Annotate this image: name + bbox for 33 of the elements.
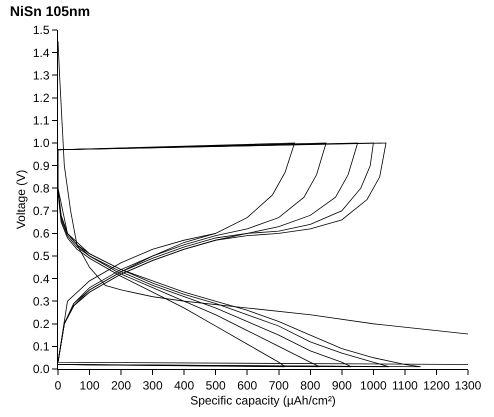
y-tick-label: 0.6 [32, 226, 50, 241]
x-tick-label: 300 [142, 378, 163, 392]
x-tick-label: 500 [206, 378, 226, 392]
x-tick-label: 1000 [360, 378, 388, 392]
y-tick-label: 0.5 [32, 249, 50, 264]
y-tick-label: 0.4 [32, 272, 50, 286]
chart-title: NiSn 105nm [10, 3, 90, 20]
y-tick-label: 1.5 [32, 23, 50, 38]
x-tick-label: 200 [111, 378, 132, 392]
y-tick-label: 0.2 [32, 317, 50, 331]
x-tick-label: 900 [332, 378, 352, 392]
x-tick-label: 600 [237, 378, 258, 392]
y-tick-label: 0.0 [32, 362, 50, 376]
y-tick-label: 0.9 [32, 158, 50, 173]
x-tick-label: 800 [300, 378, 321, 392]
x-tick-label: 1100 [392, 378, 418, 392]
y-tick-label: 1.3 [32, 68, 50, 82]
y-tick-label: 1.0 [32, 136, 50, 150]
x-tick-label: 1200 [423, 378, 450, 392]
x-tick-label: 100 [80, 378, 100, 392]
x-tick-label: 400 [174, 378, 194, 392]
y-tick-label: 0.3 [32, 294, 50, 308]
y-tick-label: 1.4 [32, 46, 50, 60]
y-tick-label: 0.8 [32, 181, 50, 196]
x-tick-label: 700 [268, 378, 290, 392]
x-tick-label: 0 [54, 378, 62, 392]
y-tick-label: 1.1 [32, 114, 50, 128]
y-tick-label: 1.2 [32, 91, 50, 105]
y-tick-label: 0.1 [32, 340, 50, 354]
y-tick-label: 0.7 [32, 204, 50, 218]
x-axis-title: Specific capacity (µAh/cm²) [190, 393, 336, 408]
y-axis-title: Voltage (V) [14, 170, 28, 230]
x-tick-label: 1300 [454, 378, 482, 392]
